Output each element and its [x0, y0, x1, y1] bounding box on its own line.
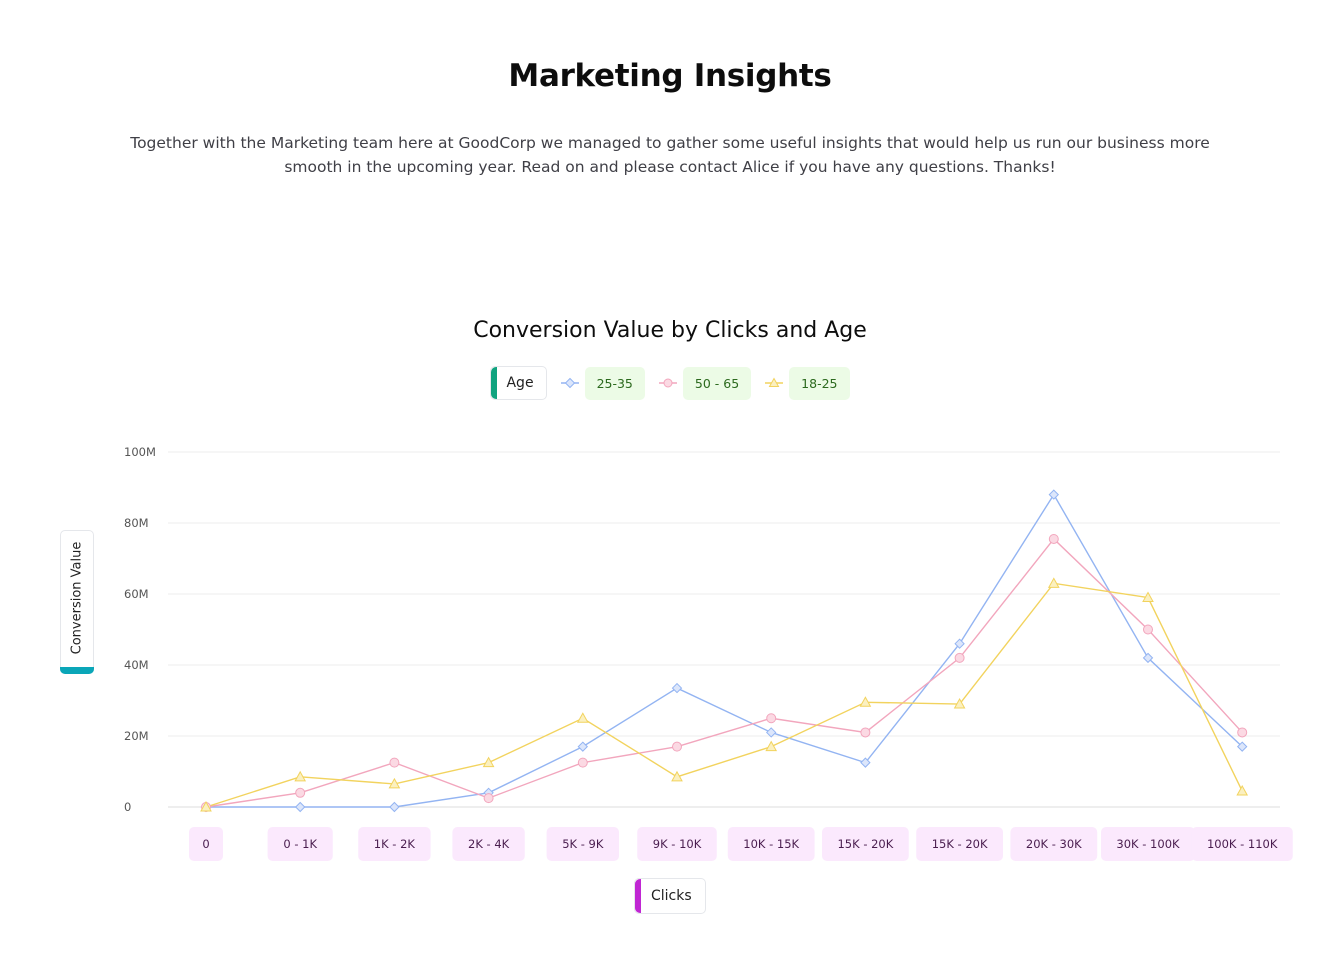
- chart-legend: Age 25-35 50 - 65 18-25: [0, 366, 1340, 400]
- y-tick-label: 0: [124, 800, 131, 814]
- series-line: [205, 537, 1243, 808]
- data-point: [1142, 591, 1154, 603]
- x-tick-label: 20K - 30K: [1026, 837, 1082, 851]
- legend-label: 50 - 65: [682, 366, 752, 400]
- x-tick-label: 9K - 10K: [653, 837, 702, 851]
- legend-title: Age: [490, 366, 547, 400]
- data-point: [766, 713, 777, 724]
- y-tick-label: 40M: [124, 658, 149, 672]
- legend-label: 18-25: [789, 366, 850, 400]
- x-tick-pill: [916, 827, 1003, 861]
- y-tick-label: 60M: [124, 587, 149, 601]
- x-tick-pill: [727, 827, 815, 861]
- data-point: [294, 770, 307, 782]
- data-point: [954, 652, 965, 663]
- y-tick-label: 20M: [124, 729, 149, 743]
- data-point: [389, 801, 400, 813]
- x-tick-label: 5K - 9K: [562, 837, 604, 851]
- data-point: [1143, 624, 1153, 635]
- x-tick-label: 2K - 4K: [468, 837, 510, 851]
- data-point: [577, 757, 588, 768]
- data-point: [389, 757, 400, 768]
- data-point: [765, 740, 778, 752]
- data-point: [953, 698, 966, 709]
- data-point: [577, 741, 589, 752]
- data-point: [1048, 489, 1060, 500]
- x-tick-label: 15K - 20K: [837, 837, 893, 851]
- diamond-marker-icon: [560, 377, 579, 389]
- x-tick-pill: [189, 827, 223, 861]
- x-tick-pill: [1010, 827, 1098, 861]
- triangle-marker-icon: [765, 377, 784, 387]
- x-tick-label: 30K - 100K: [1116, 837, 1180, 851]
- x-tick-pill: [637, 827, 717, 861]
- x-tick-label: 10K - 15K: [743, 837, 799, 851]
- x-tick-label: 0 - 1K: [283, 837, 317, 851]
- data-point: [671, 682, 683, 694]
- intro-line-2: smooth in the upcoming year. Read on and…: [284, 158, 1056, 176]
- intro-line-1: Together with the Marketing team here at…: [130, 134, 1210, 152]
- page-title: Marketing Insights: [508, 58, 832, 94]
- x-tick-pill: [267, 827, 333, 861]
- data-point: [576, 712, 589, 723]
- x-tick-label: 0: [202, 837, 209, 851]
- x-axis-title: Clicks: [634, 878, 706, 914]
- data-point: [482, 756, 495, 768]
- y-axis-title: Conversion Value: [60, 530, 94, 674]
- data-point: [954, 638, 965, 649]
- data-point: [1236, 741, 1248, 752]
- data-point: [1236, 784, 1249, 796]
- circle-marker-icon: [658, 378, 677, 388]
- legend-item-25-35[interactable]: 25-35: [560, 366, 645, 400]
- x-tick-label: 15K - 20K: [932, 837, 988, 851]
- x-tick-label: 1K - 2K: [374, 837, 416, 851]
- series-line: [205, 582, 1243, 808]
- x-tick-pill: [1101, 827, 1195, 861]
- x-tick-pill: [546, 827, 619, 861]
- data-point: [295, 787, 306, 798]
- series-line: [206, 493, 1243, 808]
- data-point: [1237, 727, 1248, 738]
- data-point: [1142, 652, 1154, 664]
- data-point: [483, 793, 494, 804]
- data-point: [1047, 577, 1060, 588]
- intro-paragraph: Together with the Marketing team here at…: [120, 131, 1220, 179]
- x-tick-pill: [1191, 827, 1293, 861]
- legend-label: 25-35: [584, 366, 645, 400]
- x-tick-pill: [358, 827, 431, 861]
- x-tick-pill: [452, 827, 525, 861]
- legend-item-50-65[interactable]: 50 - 65: [658, 366, 752, 400]
- data-point: [765, 727, 777, 738]
- data-point: [388, 777, 401, 789]
- y-tick-label: 100M: [124, 445, 156, 459]
- x-tick-label: 100K - 110K: [1207, 837, 1278, 851]
- data-point: [671, 770, 683, 782]
- data-point: [294, 801, 306, 813]
- y-tick-label: 80M: [124, 516, 149, 530]
- x-tick-pill: [822, 827, 909, 861]
- data-point: [859, 696, 872, 707]
- chart-title: Conversion Value by Clicks and Age: [473, 318, 867, 343]
- data-point: [672, 741, 682, 752]
- data-point: [200, 800, 212, 812]
- data-point: [860, 757, 871, 768]
- data-point: [860, 727, 871, 738]
- data-point: [1048, 533, 1059, 544]
- legend-item-18-25[interactable]: 18-25: [765, 366, 850, 400]
